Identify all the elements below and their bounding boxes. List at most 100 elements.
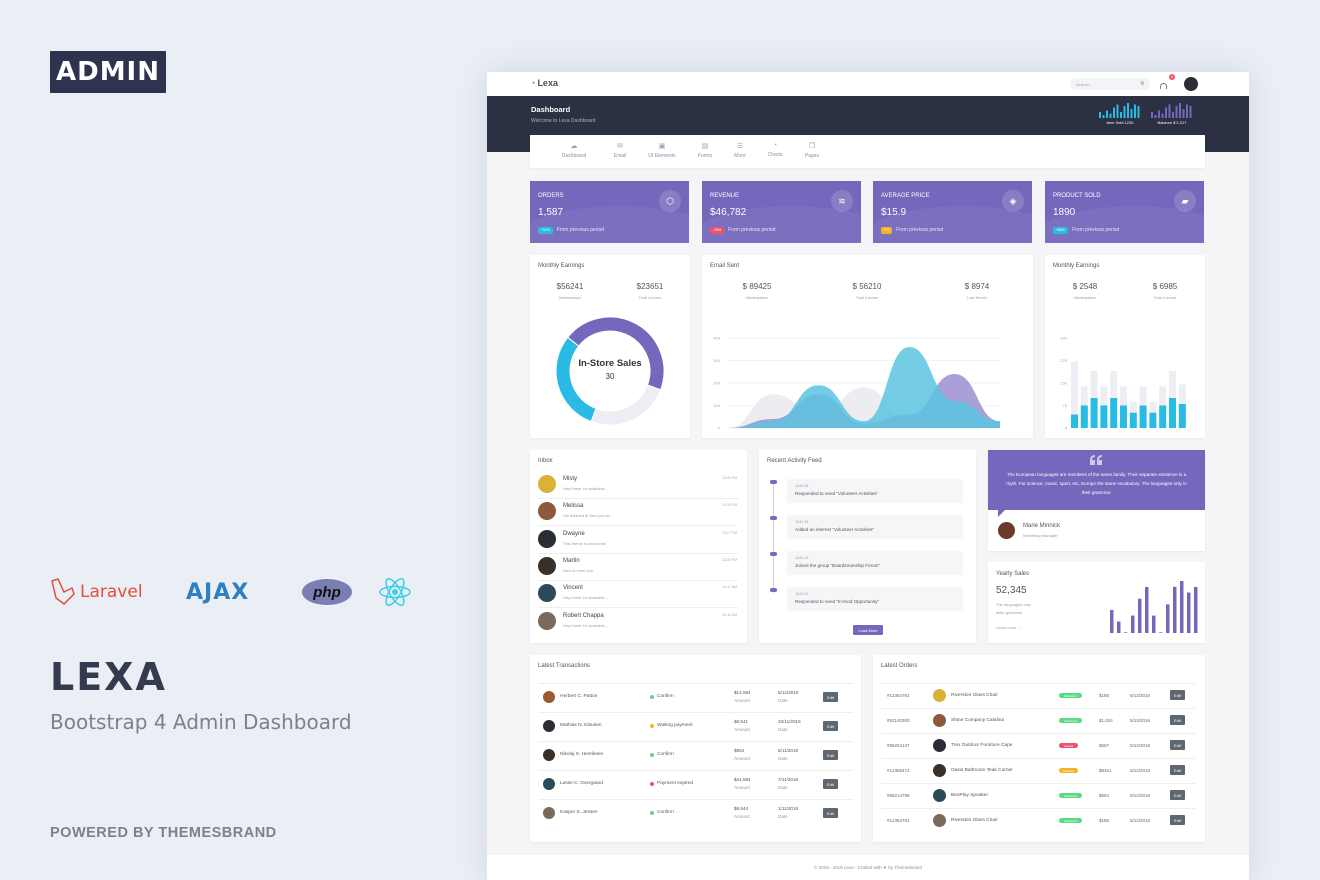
nav-item-forms[interactable]: ▤ Forms (685, 142, 725, 159)
divider (538, 552, 738, 554)
inbox-item[interactable]: Vincent Hey! there I'm available... 11:47 … (530, 581, 747, 609)
inbox-item[interactable]: Melissa I've finished it! See you so... 13… (530, 499, 747, 527)
summary-label: Total Income (855, 295, 879, 300)
stat-title: REVENUE (710, 193, 740, 199)
yearly-bar-chart (1110, 581, 1198, 633)
divider (538, 579, 738, 581)
date-label: Date (778, 756, 788, 761)
avatar (998, 522, 1015, 539)
sender-name: Martin (563, 557, 580, 564)
nav-item-dashboard[interactable]: ☁ Dashboard (554, 142, 594, 159)
message-time: 13:40 PM (722, 476, 737, 480)
y-tick-label: 0 (1065, 426, 1068, 431)
message-time: 13:34 PM (722, 503, 737, 508)
stat-value: $46,782 (710, 207, 747, 218)
amount-label: Amount (734, 727, 750, 732)
nav-item-pages[interactable]: ❐ Pages (792, 142, 832, 159)
nav-item-charts[interactable]: ◔ Charts (755, 142, 795, 158)
order-id: #96254137 (887, 743, 910, 748)
stat-value: $15.9 (881, 207, 907, 218)
stat-title: PRODUCT SOLD (1053, 193, 1101, 199)
bar (1187, 592, 1191, 633)
inbox-item[interactable]: Misty Hey! there I'm available... 13:40 PM (530, 472, 747, 499)
sparkline-chart (1099, 103, 1140, 118)
order-price: $8451 (1099, 768, 1112, 773)
inbox-item[interactable]: Dwayne This theme is awesome! 13:17 PM (530, 527, 747, 554)
load-more-button[interactable]: Load More (853, 625, 883, 635)
order-price: $1,024 (1099, 718, 1113, 723)
divider (881, 808, 1196, 809)
widget-label: Balance $ 2,317 (1157, 120, 1187, 125)
activity-text: Responded to need “In-Kind Opportunity” (795, 599, 880, 604)
avatar (543, 749, 555, 761)
sparkline-chart (1151, 103, 1192, 118)
status-badge: Delivered (1059, 793, 1082, 798)
sparkline-bar (1102, 115, 1105, 118)
card-title: Latest Transactions (538, 663, 591, 669)
date-value: 10/11/2016 (778, 719, 801, 724)
product-title: LEXA (50, 655, 167, 699)
date-label: Date (778, 814, 788, 819)
bar (1071, 414, 1078, 428)
order-id: #85214796 (887, 793, 910, 798)
edit-button[interactable]: Edit (823, 721, 838, 731)
sparkline-bar (1109, 113, 1112, 118)
summary-item: $56241 Marketplace (545, 282, 595, 300)
sparkline-bar (1137, 106, 1140, 118)
edit-button[interactable]: Edit (823, 750, 838, 760)
donut-chart (555, 316, 665, 426)
stat-change-row: +11% From previous period (538, 227, 604, 234)
inbox-item[interactable]: Martin Nice to meet you 12:20 PM (530, 554, 747, 581)
edit-button[interactable]: Edit (823, 692, 838, 702)
nav-item-email[interactable]: ✉ Email (600, 142, 640, 159)
bar (1090, 398, 1098, 428)
learn-more-link[interactable]: Learn more → (996, 625, 1022, 630)
activity-date: JUN 23 (795, 555, 809, 560)
edit-button[interactable]: Edit (1170, 690, 1185, 700)
y-tick-label: 300 (1060, 336, 1067, 341)
avatar (933, 689, 946, 702)
summary-value: $23651 (636, 282, 664, 291)
quote-icon (1090, 455, 1102, 465)
summary-item: $ 89425 Marketplace (727, 282, 787, 300)
order-row: #12354781 Riverston Glass Chair Delivered $… (873, 808, 1205, 833)
product-name: Trex Outdoor Furniture Cape (951, 743, 1013, 748)
message-time: 13:17 PM (722, 530, 737, 535)
cube-icon: ⬡ (659, 190, 681, 212)
nav-item-more[interactable]: ☰ More (720, 142, 760, 159)
edit-button[interactable]: Edit (1170, 765, 1185, 775)
search-placeholder: Search.. (1076, 81, 1091, 87)
nav-item-ui-elements[interactable]: ▣ UI Elements (642, 142, 682, 159)
edit-button[interactable]: Edit (1170, 715, 1185, 725)
edit-button[interactable]: Edit (1170, 815, 1185, 825)
header-sparkline-widget: Item Sold 1230 (1099, 102, 1141, 125)
bar (1131, 615, 1135, 633)
order-id: #52140300 (887, 718, 910, 723)
ui-elements-icon: ▣ (658, 143, 666, 150)
activity-text: Added an interest “Volunteer Activities” (795, 527, 874, 532)
latest-transactions-card: Latest Transactions Herbert C. Patton Con… (530, 655, 861, 842)
status-dot (650, 695, 654, 699)
notifications-button[interactable] (1159, 79, 1168, 89)
summary-value: $ 8974 (964, 282, 990, 291)
order-date: 5/12/2016 (1130, 693, 1151, 698)
card-title: Monthly Earnings (538, 263, 585, 269)
layers-icon: ≋ (831, 190, 853, 212)
date-label: Date (778, 698, 788, 703)
order-price: $657 (1099, 743, 1110, 748)
inbox-item[interactable]: Robert Chappa Hey! there I'm available...… (530, 609, 747, 636)
amount-label: Amount (734, 814, 750, 819)
edit-button[interactable]: Edit (823, 779, 838, 789)
footer-text: © 2018 - 2019 Lexa - Crafted with (814, 865, 882, 870)
edit-button[interactable]: Edit (823, 808, 838, 818)
brand-logo[interactable]: ◔ Lexa (530, 78, 558, 88)
amount-value: $954 (734, 748, 745, 753)
user-avatar[interactable] (1184, 77, 1198, 91)
y-tick-label: 300 (713, 358, 720, 363)
status-badge: Delivered (1059, 818, 1082, 823)
edit-button[interactable]: Edit (1170, 790, 1185, 800)
sparkline-bar (1168, 104, 1171, 118)
edit-button[interactable]: Edit (1170, 740, 1185, 750)
testimonial-role: Marketing Manager (1023, 533, 1058, 538)
search-input[interactable]: Search.. ⚲ (1070, 78, 1150, 90)
